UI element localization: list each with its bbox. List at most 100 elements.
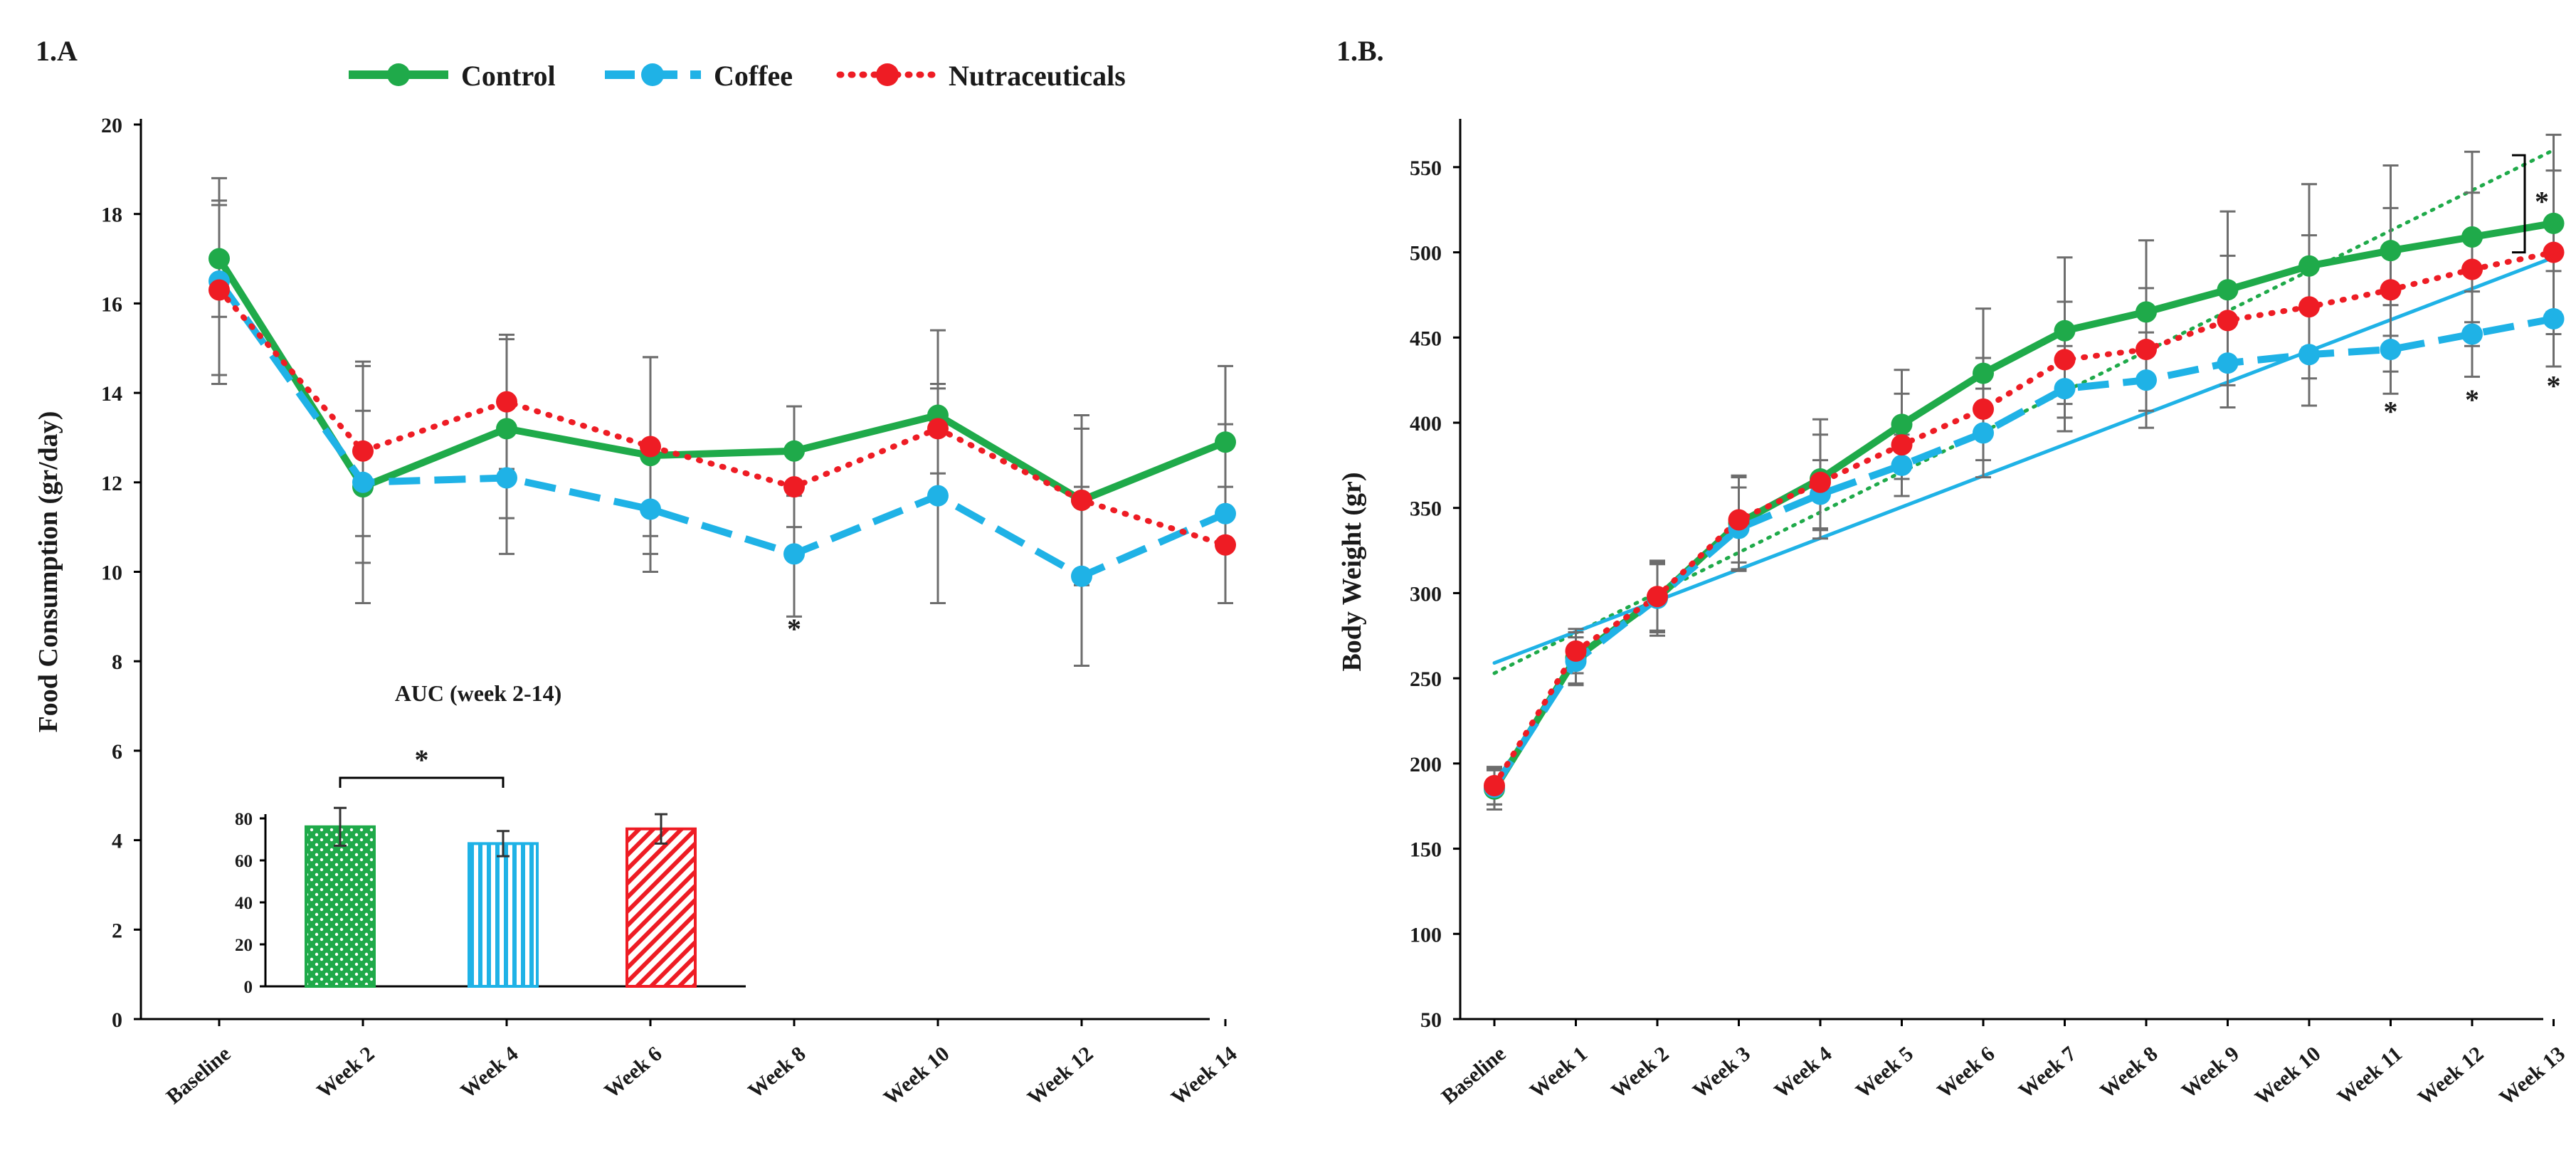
data-point-nutraceuticals <box>1565 640 1587 662</box>
data-point-coffee <box>2461 323 2483 345</box>
y-tick-label: 300 <box>1410 582 1442 606</box>
x-tick-label: Week 12 <box>2414 1042 2488 1109</box>
y-tick-label: 0 <box>112 1008 122 1032</box>
data-point-control <box>2543 212 2565 234</box>
data-point-coffee <box>352 471 374 493</box>
inset-y-tick-label: 80 <box>235 810 253 829</box>
data-point-nutraceuticals <box>640 436 661 458</box>
x-tick-label: Week 6 <box>600 1042 666 1103</box>
inset-bar-nutraceuticals <box>625 827 697 988</box>
x-tick-label: Week 2 <box>1607 1042 1673 1103</box>
trendline-coffee <box>1492 255 2555 665</box>
data-point-control <box>1891 413 1913 436</box>
y-tick-label: 2 <box>112 919 122 942</box>
data-point-nutraceuticals <box>1810 471 1831 493</box>
series-line-nutraceuticals <box>216 287 1228 548</box>
y-tick-label: 10 <box>101 561 122 585</box>
x-tick-label: Week 6 <box>1933 1042 1999 1103</box>
auc-inset: 0 20 40 60 80 AUC (week 2-14) * <box>235 680 746 997</box>
y-tick-label: 150 <box>1410 838 1442 862</box>
y-tick-label: 6 <box>112 740 122 764</box>
x-tick-label: Week 9 <box>2178 1042 2244 1103</box>
x-tick-label: Week 3 <box>1689 1042 1755 1103</box>
inset-significance-bracket <box>339 776 505 788</box>
significance-asterisk: * <box>2547 370 2561 402</box>
data-point-coffee <box>496 467 517 489</box>
data-point-nutraceuticals <box>1071 489 1092 511</box>
data-point-control <box>2380 240 2402 262</box>
significance-asterisk: * <box>787 613 801 645</box>
y-tick-label: 550 <box>1410 157 1442 180</box>
x-tick-label: Week 13 <box>2495 1042 2570 1109</box>
data-point-control <box>2136 301 2157 323</box>
data-point-nutraceuticals <box>1891 434 1913 456</box>
data-point-coffee <box>783 543 805 565</box>
inset-y-tick-label: 40 <box>235 894 253 913</box>
data-point-nutraceuticals <box>208 279 230 301</box>
panel-b-label: 1.B. <box>1336 35 1384 67</box>
series-line-control <box>1491 219 2557 793</box>
data-point-coffee <box>2298 344 2320 366</box>
data-point-control <box>1973 362 1994 384</box>
data-point-control <box>1215 431 1236 453</box>
x-tick-label: Week 2 <box>312 1042 379 1103</box>
inset-y-tick-label: 0 <box>244 978 253 997</box>
data-point-nutraceuticals <box>2380 279 2402 301</box>
data-point-nutraceuticals <box>1484 774 1505 796</box>
data-point-coffee <box>640 498 661 520</box>
data-point-nutraceuticals <box>2217 310 2239 332</box>
bracket-asterisk: * <box>2535 185 2549 217</box>
data-point-coffee <box>2217 352 2239 374</box>
x-tick-label: Week 7 <box>2015 1042 2081 1103</box>
legend-control-marker <box>387 63 410 86</box>
x-tick-label: Week 4 <box>1770 1042 1836 1103</box>
data-point-nutraceuticals <box>2136 339 2157 361</box>
legend-nutraceuticals-marker <box>876 63 899 86</box>
y-tick-label: 400 <box>1410 412 1442 436</box>
data-point-nutraceuticals <box>783 476 805 498</box>
data-point-control <box>496 418 517 440</box>
y-tick-label: 500 <box>1410 242 1442 265</box>
data-point-nutraceuticals <box>1647 586 1668 608</box>
x-tick-label: Week 8 <box>744 1042 810 1103</box>
data-point-coffee <box>1973 422 1994 444</box>
legend-control-label: Control <box>461 60 556 92</box>
x-tick-label: Week 1 <box>1526 1042 1592 1103</box>
data-point-nutraceuticals <box>1728 509 1750 531</box>
data-point-nutraceuticals <box>2461 258 2483 280</box>
x-tick-label: Week 8 <box>2096 1042 2162 1103</box>
data-point-nutraceuticals <box>496 391 517 413</box>
data-point-nutraceuticals <box>1973 398 1994 420</box>
data-point-coffee <box>2543 307 2565 329</box>
data-point-nutraceuticals <box>352 440 374 462</box>
data-point-control <box>2298 255 2320 277</box>
panel-b-chart: 50 100 150 200 250 300 350 400 450 500 550 Baseline… <box>1337 119 2570 1110</box>
legend: Control Coffee Nutraceuticals <box>349 60 1126 92</box>
data-point-coffee <box>1215 502 1236 524</box>
data-point-control <box>783 440 805 462</box>
series-line-nutraceuticals <box>1492 249 2557 789</box>
x-tick-label: Week 14 <box>1167 1042 1242 1109</box>
y-tick-label: 350 <box>1410 497 1442 521</box>
legend-coffee-marker <box>641 63 664 86</box>
x-tick-label: Week 4 <box>456 1042 522 1103</box>
series-line-coffee <box>216 279 1227 580</box>
legend-nutraceuticals-label: Nutraceuticals <box>949 60 1126 92</box>
data-point-nutraceuticals <box>1215 534 1236 556</box>
data-point-coffee <box>1891 454 1913 476</box>
data-point-control <box>2217 279 2239 301</box>
y-axis-title: Food Consumption (gr/day) <box>33 411 63 733</box>
inset-bar-coffee <box>468 842 539 988</box>
inset-title: AUC (week 2-14) <box>395 680 562 706</box>
x-tick-label: Baseline <box>162 1042 236 1109</box>
inset-significance-asterisk: * <box>415 744 429 776</box>
data-point-coffee <box>2380 339 2402 361</box>
y-tick-label: 14 <box>101 382 122 406</box>
data-point-coffee <box>2136 369 2157 391</box>
series-line-coffee <box>1491 315 2555 790</box>
data-point-coffee <box>1071 565 1092 587</box>
data-point-coffee <box>927 485 949 507</box>
y-tick-label: 100 <box>1410 923 1442 946</box>
y-tick-label: 16 <box>101 292 122 316</box>
